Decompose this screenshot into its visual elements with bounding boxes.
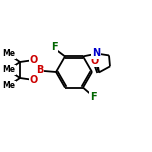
Text: O: O [30, 55, 38, 65]
Text: Me: Me [2, 66, 16, 74]
Text: F: F [51, 42, 57, 52]
Text: O: O [30, 75, 38, 85]
Text: Me: Me [2, 50, 16, 59]
Text: O: O [91, 56, 99, 66]
Text: Me: Me [2, 81, 16, 90]
Text: F: F [90, 92, 96, 102]
Text: N: N [92, 48, 100, 58]
Text: B: B [36, 65, 44, 75]
Text: Me: Me [2, 66, 16, 74]
